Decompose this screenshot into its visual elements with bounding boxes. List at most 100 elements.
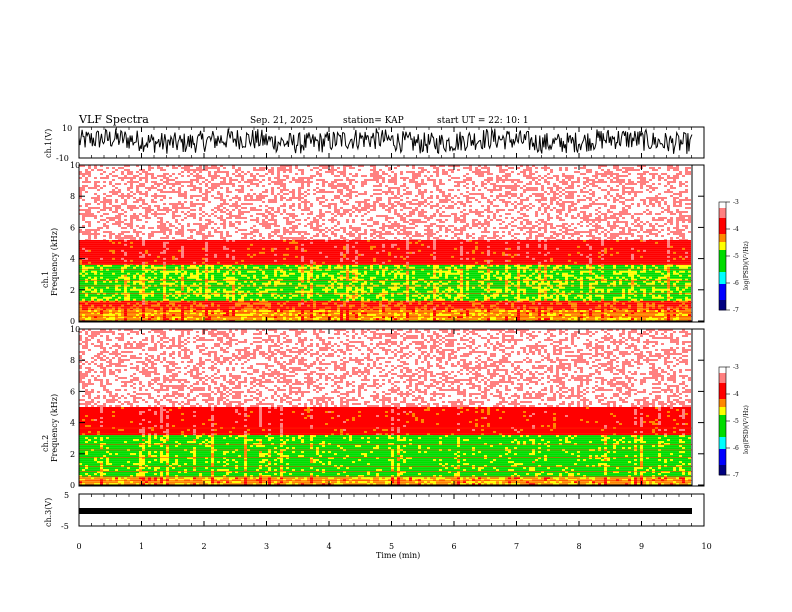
spectrogram-cell (136, 303, 139, 305)
spectrogram-cell (427, 283, 430, 285)
spectrogram-cell (316, 314, 319, 316)
spectrogram-cell (604, 277, 607, 279)
spectrogram-cell (601, 283, 604, 285)
spectrogram-cell (655, 309, 658, 310)
spectrogram-cell (256, 303, 259, 305)
spectrogram-cell (541, 314, 544, 316)
spectrogram-cell (613, 267, 616, 269)
spectrogram-cell (652, 283, 655, 285)
spectrogram-cell (127, 271, 130, 273)
spectrogram-cell (514, 287, 517, 289)
spectrogram-cell (142, 314, 145, 316)
spectrogram-cell (355, 273, 358, 275)
spectrogram-cell (565, 267, 568, 269)
spectrogram-cell (85, 287, 88, 289)
spectrogram-cell (334, 287, 337, 289)
spectrogram-cell (337, 291, 340, 293)
spectrogram-cell (385, 283, 388, 285)
spectrogram-cell (166, 303, 169, 305)
spectrogram-cell (88, 314, 91, 316)
spectrogram-cell (622, 273, 625, 275)
spectrogram-cell (193, 318, 196, 320)
spectrogram-cell (142, 310, 145, 312)
spectrogram-cell (262, 310, 265, 312)
spectrogram-cell (688, 275, 691, 277)
spectrogram-cell (580, 275, 583, 277)
spectrogram-cell (175, 267, 178, 269)
spectrogram-cell (655, 310, 658, 312)
spectrogram-cell (301, 289, 304, 291)
spectrogram-cell (274, 275, 277, 277)
spectrogram-cell (568, 271, 571, 273)
spectrogram-cell (637, 267, 640, 269)
spectrogram-cell (685, 289, 688, 291)
spectrogram-cell (268, 265, 271, 267)
spectrogram-cell (625, 273, 628, 275)
spectrogram-cell (340, 314, 343, 316)
spectrogram-cell (301, 271, 304, 273)
spectrogram-cell (544, 283, 547, 285)
spectrogram-cell (622, 305, 625, 307)
spectrogram-cell (319, 267, 322, 269)
spectrogram-cell (148, 281, 151, 283)
spectrogram-cell (208, 283, 211, 285)
spectrogram-cell (130, 314, 133, 316)
spectrogram-cell (535, 281, 538, 283)
spectrogram-cell (118, 318, 121, 320)
spectrogram-cell (364, 287, 367, 289)
spectrogram-cell (625, 267, 628, 269)
spectrogram-cell (532, 318, 535, 320)
spectrogram-cell (448, 310, 451, 312)
spectrogram-cell (133, 291, 136, 293)
spectrogram-cell (457, 265, 460, 267)
spectrogram-cell (562, 281, 565, 283)
spectrogram-cell (556, 305, 559, 307)
spectrogram-cell (412, 275, 415, 277)
spectrogram-cell (631, 314, 634, 316)
spectrogram-cell (415, 310, 418, 312)
spectrogram-cell (229, 305, 232, 307)
station-label: station= KAP (343, 116, 404, 126)
spectrogram-cell (604, 275, 607, 277)
spectrogram-cell (445, 314, 448, 316)
spectrogram-cell (580, 265, 583, 267)
spectrogram-cell (574, 273, 577, 275)
spectrogram-cell (499, 310, 502, 312)
spectrogram-cell (277, 318, 280, 320)
spectrogram-cell (664, 265, 667, 267)
spectrogram-cell (316, 289, 319, 291)
spectrogram-cell (391, 275, 394, 277)
spectrogram-cell (451, 273, 454, 275)
spectrogram-cell (337, 281, 340, 283)
spectrogram-cell (118, 281, 121, 283)
spectrogram-cell (163, 271, 166, 273)
spectrogram-cell (493, 314, 496, 316)
spectrogram-cell (538, 275, 541, 277)
spectrogram-cell (556, 277, 559, 279)
spectrogram-cell (214, 267, 217, 269)
spectrogram-cell (664, 305, 667, 307)
spectrogram-cell (553, 303, 556, 305)
spectrogram-cell (319, 277, 322, 279)
spectrogram-cell (424, 305, 427, 307)
spectrogram-cell (646, 273, 649, 275)
spectrogram-cell (217, 287, 220, 289)
spectrogram-cell (586, 318, 589, 320)
spectrogram-cell (418, 309, 421, 310)
spectrogram-cell (595, 287, 598, 289)
spectrogram-cell (661, 275, 664, 277)
spectrogram-cell (604, 318, 607, 320)
spectrogram-cell (94, 271, 97, 273)
spectrogram-cell (667, 287, 670, 289)
spectrogram-cell (487, 310, 490, 312)
spectrogram-cell (352, 277, 355, 279)
spectrogram-cell (376, 289, 379, 291)
spectrogram-cell (400, 310, 403, 312)
spectrogram-cell (115, 289, 118, 291)
spectrogram-cell (259, 305, 262, 307)
spectrogram-cell (433, 287, 436, 289)
spectrogram-cell (589, 265, 592, 267)
spectrogram-cell (151, 291, 154, 293)
spectrogram-cell (559, 281, 562, 283)
spectrogram-cell (520, 289, 523, 291)
